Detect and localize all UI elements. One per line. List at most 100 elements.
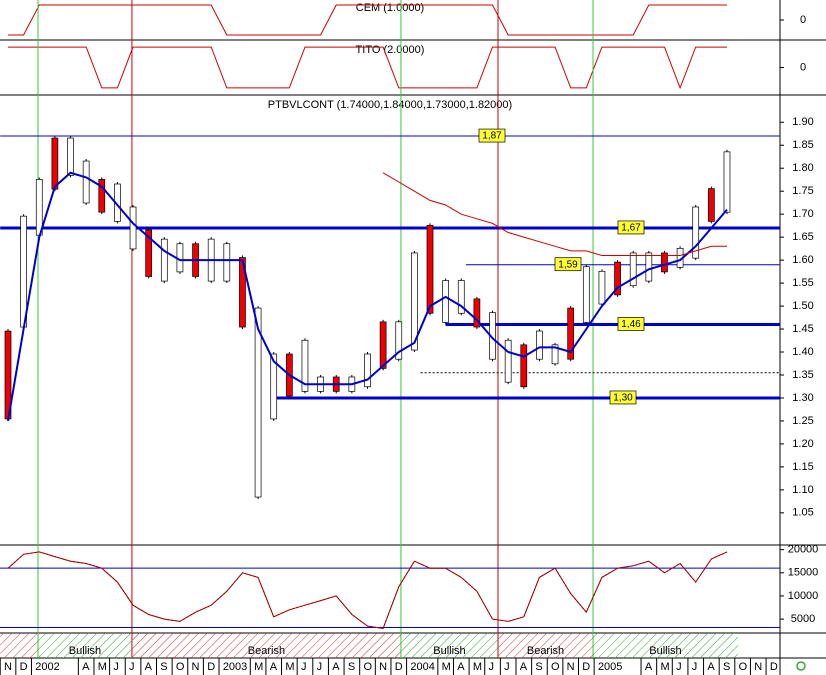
y-tick-label: 1.25 [792, 415, 813, 427]
x-tick-label: A [145, 661, 153, 673]
regime-label: Bearish [248, 645, 285, 657]
x-tick-label: M [285, 661, 294, 673]
y-tick-label: 1.40 [792, 346, 813, 358]
y-tick-label: 1.75 [792, 185, 813, 197]
price-range [536, 330, 543, 360]
x-tick-label: O [176, 661, 185, 673]
y-tick-label: 1.30 [792, 392, 813, 404]
y-tick-label: 1.20 [792, 438, 813, 450]
panel-title: TITO (2.0000) [356, 44, 425, 56]
x-tick-label: D [207, 661, 215, 673]
price-range [411, 252, 418, 351]
x-tick-label: M [473, 661, 482, 673]
y-tick-label: 1.50 [792, 300, 813, 312]
x-tick-label: A [520, 661, 528, 673]
level-label-box [609, 390, 637, 405]
y-tick-label: 1.15 [792, 461, 813, 473]
level-label-box [478, 128, 506, 143]
level-label-box [617, 220, 645, 235]
status-icon[interactable] [796, 661, 806, 671]
level-label: 1,46 [621, 319, 641, 330]
y-tick-label: 1.65 [792, 231, 813, 243]
price-range [457, 280, 465, 314]
x-tick-label: M [98, 661, 107, 673]
y-tick-label: 1.45 [792, 323, 813, 335]
x-tick-label: S [723, 661, 730, 673]
price-range [520, 344, 528, 388]
y-tick-label: 1.85 [792, 139, 813, 151]
x-tick-label: O [739, 661, 748, 673]
regime-band [0, 633, 39, 658]
x-tick-label: M [442, 661, 451, 673]
price-range [426, 225, 434, 314]
price-range [301, 339, 309, 392]
level-label: 1,59 [558, 259, 578, 270]
x-tick-label: 2005 [598, 661, 622, 673]
y-tick-label: 0 [800, 61, 806, 73]
x-tick-label: S [348, 661, 355, 673]
x-tick-label: A [270, 661, 278, 673]
x-tick-label: N [192, 661, 200, 673]
price-range [98, 179, 106, 213]
x-tick-label: J [317, 661, 323, 673]
x-tick-label: N [754, 661, 762, 673]
regime-label: Bullish [69, 645, 101, 657]
x-tick-label: M [254, 661, 263, 673]
price-range [239, 257, 246, 328]
price-range [160, 238, 168, 282]
y-tick-label: 1.05 [792, 507, 813, 519]
signal-line [8, 46, 727, 90]
price-range [504, 339, 512, 383]
x-tick-label: A [457, 661, 465, 673]
x-tick-label: D [20, 661, 28, 673]
y-tick-label: 1.70 [792, 208, 813, 220]
y-tick-label: 1.90 [792, 116, 813, 128]
price-range [645, 252, 653, 282]
oscillator-line [7, 551, 728, 629]
x-tick-label: J [301, 661, 307, 673]
x-tick-label: M [660, 661, 669, 673]
price-range [67, 137, 74, 176]
regime-band [498, 633, 594, 658]
regime-band [593, 633, 738, 658]
price-range [51, 137, 59, 190]
x-tick-label: D [770, 661, 778, 673]
x-tick-label: A [645, 661, 653, 673]
level-label-box [617, 317, 645, 331]
price-range [614, 261, 621, 296]
price-range [551, 344, 559, 365]
x-tick-label: J [113, 661, 119, 673]
x-tick-label: A [332, 661, 340, 673]
regime-label: Bearish [527, 645, 564, 657]
price-range [692, 206, 700, 259]
price-range [379, 321, 387, 369]
y-tick-label: 5000 [791, 613, 815, 625]
price-range [473, 298, 481, 328]
x-tick-label: O [363, 661, 372, 673]
price-range [270, 353, 278, 420]
signal-line [8, 4, 727, 36]
price-range [582, 266, 590, 323]
price-range [598, 270, 606, 305]
price-range [129, 206, 137, 250]
x-tick-label: A [82, 661, 90, 673]
x-tick-label: J [489, 661, 495, 673]
price-range [395, 321, 403, 360]
level-label-box [554, 257, 582, 272]
price-range [442, 280, 449, 323]
x-tick-label: J [676, 661, 682, 673]
x-tick-label: J [692, 661, 698, 673]
x-tick-label: S [535, 661, 542, 673]
price-range [707, 188, 715, 222]
price-range [661, 252, 668, 273]
price-range [254, 307, 262, 498]
price-range [82, 160, 90, 204]
x-tick-label: A [707, 661, 715, 673]
panel-title: CEM (1.0000) [356, 2, 424, 14]
price-range [223, 243, 231, 282]
y-tick-label: 1.80 [792, 162, 813, 174]
regime-label: Bullish [649, 645, 681, 657]
x-tick-label: N [567, 661, 575, 673]
regime-label: Bullish [433, 645, 465, 657]
